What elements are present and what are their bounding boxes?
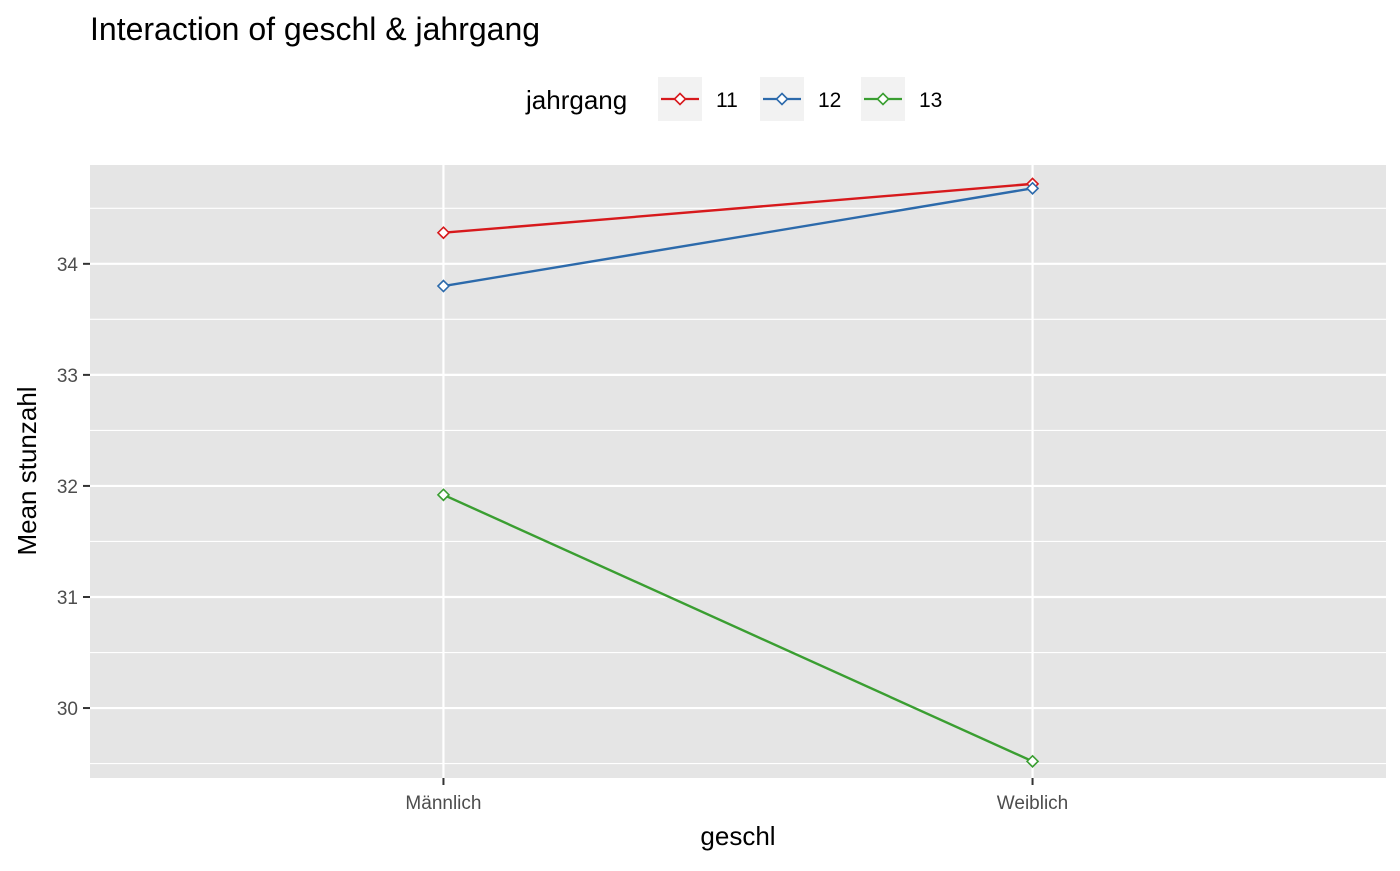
x-tick-label: Männlich [405, 793, 481, 814]
y-tick-label: 30 [57, 699, 78, 720]
legend-label: 11 [716, 89, 738, 112]
series-12 [436, 181, 1040, 293]
data-point [436, 488, 451, 502]
series-line [443, 182, 1033, 234]
x-axis: Männlich Weiblich [405, 778, 1068, 814]
legend-key-marker [775, 92, 789, 106]
series-line [442, 493, 1034, 763]
series-line [443, 187, 1033, 288]
legend-item-12: 12 [760, 77, 841, 121]
grid-minor [90, 207, 1386, 765]
x-axis-label: geschl [700, 821, 775, 851]
plot-panel [90, 165, 1386, 778]
data-point [436, 226, 451, 240]
legend-label: 12 [818, 89, 841, 112]
legend-item-13: 13 [861, 77, 942, 121]
legend-label: 13 [919, 89, 942, 112]
y-tick-label: 34 [57, 255, 79, 276]
legend-title: jahrgang [525, 85, 627, 115]
y-tick-label: 31 [57, 588, 78, 609]
y-tick-label: 32 [57, 477, 78, 498]
series-13 [436, 488, 1040, 768]
y-tick-label: 33 [57, 366, 78, 387]
y-axis: 30 31 32 33 34 [57, 255, 90, 720]
legend: jahrgang 11 12 13 [525, 77, 942, 121]
grid-major [90, 165, 1386, 778]
data-point [1025, 181, 1040, 195]
legend-key-marker [876, 92, 890, 106]
legend-key-marker [673, 92, 687, 106]
x-tick-label: Weiblich [997, 793, 1068, 814]
series-layer [436, 177, 1040, 768]
y-axis-label: Mean stunzahl [12, 386, 42, 555]
data-point [1025, 754, 1040, 768]
legend-item-11: 11 [658, 77, 738, 121]
data-point [436, 279, 451, 293]
chart-title: Interaction of geschl & jahrgang [90, 11, 540, 47]
